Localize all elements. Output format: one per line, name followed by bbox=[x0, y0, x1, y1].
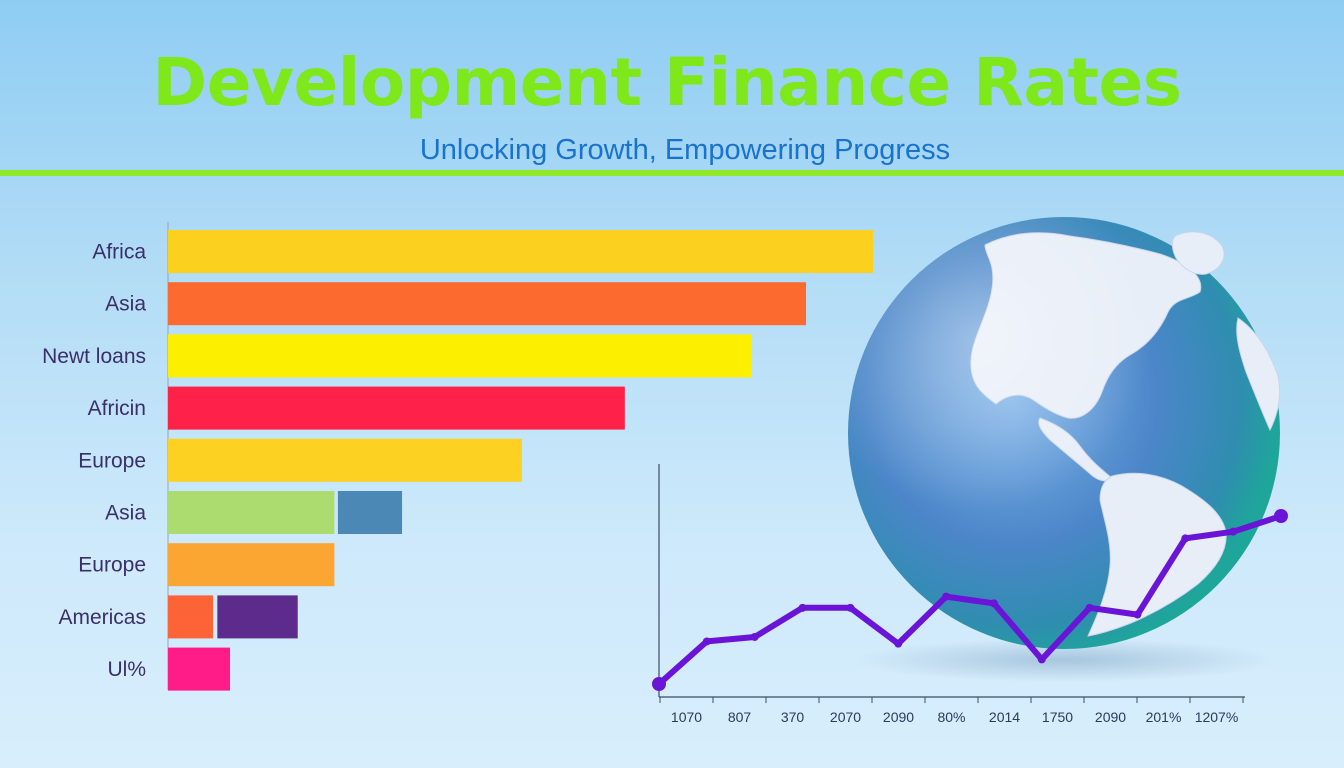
bar-primary bbox=[168, 438, 522, 482]
line-point bbox=[750, 632, 759, 641]
line-series bbox=[656, 513, 1284, 687]
x-tick-label: 2014 bbox=[989, 709, 1020, 725]
title-divider bbox=[0, 170, 1344, 176]
x-tick-label: 807 bbox=[728, 709, 752, 725]
bar-primary bbox=[168, 230, 873, 273]
bar-chart: Africa Asia Newt loans Africin Europe Asia Eur… bbox=[42, 230, 873, 691]
line-point bbox=[1085, 603, 1094, 612]
line-point bbox=[1133, 610, 1142, 619]
bar-primary bbox=[168, 282, 807, 326]
x-tick-label: 1750 bbox=[1042, 709, 1073, 725]
bar-primary bbox=[168, 647, 231, 691]
category-label: Asia bbox=[105, 502, 146, 525]
line-point bbox=[1274, 509, 1288, 523]
category-label: Newt loans bbox=[42, 345, 146, 368]
x-tick-label: 201% bbox=[1146, 709, 1182, 725]
line-point bbox=[1229, 527, 1238, 536]
x-tick-label: 370 bbox=[781, 709, 805, 725]
line-point bbox=[989, 599, 998, 608]
category-label: Europe bbox=[78, 449, 146, 472]
category-label: Africin bbox=[88, 397, 146, 420]
chart-subtitle: Unlocking Growth, Empowering Progress bbox=[419, 134, 951, 166]
x-tick-label: 2070 bbox=[830, 709, 861, 725]
category-label: Asia bbox=[105, 293, 146, 316]
category-label: Americas bbox=[58, 606, 146, 629]
bar-primary bbox=[168, 543, 335, 587]
globe-illustration bbox=[848, 217, 1281, 682]
line-point bbox=[942, 592, 951, 601]
line-chart: 1070 807 370 2070 2090 80% 2014 1750 2090 201% 120… bbox=[652, 509, 1288, 725]
line-point bbox=[798, 603, 807, 612]
x-tick-label: 2090 bbox=[883, 709, 914, 725]
line-point bbox=[846, 603, 855, 612]
bar-primary bbox=[168, 491, 335, 534]
bar-secondary bbox=[337, 491, 403, 534]
line-point bbox=[894, 639, 903, 648]
line-point bbox=[1037, 655, 1046, 664]
category-label: Ul% bbox=[107, 658, 146, 681]
globe-highlight bbox=[848, 217, 1280, 649]
chart-title: Development Finance Rates bbox=[152, 44, 1182, 121]
bar-primary bbox=[168, 595, 214, 639]
x-tick-label: 80% bbox=[937, 709, 965, 725]
category-label: Africa bbox=[92, 241, 146, 264]
line-point bbox=[1181, 534, 1190, 543]
x-tick-label: 2090 bbox=[1095, 709, 1126, 725]
x-tick-label: 1070 bbox=[671, 709, 702, 725]
bar-secondary bbox=[217, 595, 298, 639]
globe-shadow bbox=[855, 638, 1275, 682]
bar-primary bbox=[168, 386, 625, 430]
x-tick-label: 1207% bbox=[1195, 709, 1239, 725]
bar-primary bbox=[168, 334, 752, 378]
line-point bbox=[702, 637, 711, 646]
line-point bbox=[652, 677, 666, 691]
category-label: Europe bbox=[78, 554, 146, 577]
